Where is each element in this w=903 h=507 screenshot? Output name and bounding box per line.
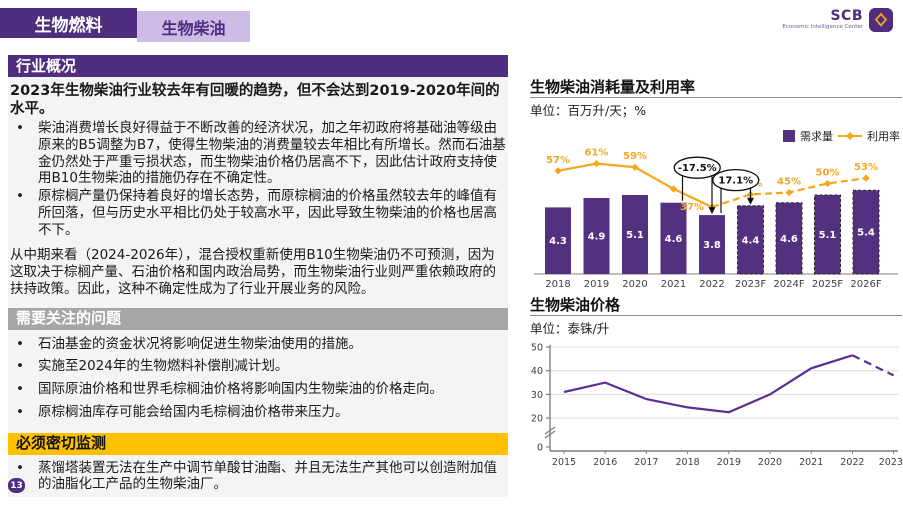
svg-text:4.9: 4.9	[588, 232, 606, 243]
chart2-title: 生物柴油价格	[530, 296, 902, 316]
svg-text:4.6: 4.6	[780, 234, 798, 245]
left-panel: 行业概况 2023年生物柴油行业较去年有回暖的趋势，但不会达到2019-2020…	[8, 55, 508, 497]
chart1-unit-label: 单位：百万升/天；%	[530, 103, 647, 118]
scb-subtitle-label: Economic Intelligence Center	[782, 24, 863, 31]
charts-panel: 生物柴油消耗量及利用率 单位：百万升/天；% 需求量 利用率 4.3 2018 4.…	[530, 78, 902, 475]
svg-text:2021: 2021	[661, 279, 686, 290]
svg-text:40: 40	[531, 366, 543, 377]
bullet-item: 原棕榈油库存可能会给国内毛棕榈油价格带来压力。	[8, 404, 508, 421]
page-number-badge: 13	[8, 478, 25, 493]
section-header-monitor-closely: 必须密切监测	[8, 432, 508, 455]
svg-text:2024F: 2024F	[773, 279, 804, 290]
demand-legend-swatch	[783, 130, 795, 142]
price-chart-block: 生物柴油价格 单位：泰铢/升 0 20 30 40 50 2015 2016 2017 2018…	[530, 296, 902, 475]
biodiesel-price-chart: 0 20 30 40 50 2015 2016 2017 2018 2019 2020 2021 202…	[531, 343, 902, 469]
svg-text:2022: 2022	[840, 457, 864, 468]
bullet-item: 柴油消费增长良好得益于不断改善的经济状况，加之年初政府将基础油等级由原来的B5调…	[8, 120, 508, 187]
utilization-legend-marker	[838, 132, 862, 140]
svg-text:2017: 2017	[634, 457, 658, 468]
svg-text:3.8: 3.8	[703, 240, 721, 251]
bullet-item: 原棕榈产量仍保持着良好的增长态势，而原棕榈油的价格虽然较去年的峰值有所回落，但与…	[8, 188, 508, 238]
svg-text:2020: 2020	[622, 279, 647, 290]
svg-text:2019: 2019	[584, 279, 609, 290]
svg-text:50: 50	[531, 343, 543, 354]
svg-text:2020: 2020	[758, 457, 782, 468]
chart1-legend: 需求量 利用率	[783, 128, 900, 144]
svg-text:2023F: 2023F	[879, 457, 902, 468]
svg-text:20: 20	[531, 414, 543, 425]
overview-lead: 2023年生物柴油行业较去年有回暖的趋势，但不会达到2019-2020年间的水平…	[10, 83, 500, 118]
chart1-title: 生物柴油消耗量及利用率	[530, 78, 902, 98]
scb-logo-icon	[869, 8, 893, 32]
chart2-unit-label: 单位：泰铢/升	[530, 321, 610, 336]
svg-text:30: 30	[531, 390, 543, 401]
svg-text:2018: 2018	[545, 279, 570, 290]
svg-text:2019: 2019	[717, 457, 741, 468]
svg-text:2026F: 2026F	[850, 279, 881, 290]
overview-bullet-list: 柴油消费增长良好得益于不断改善的经济状况，加之年初政府将基础油等级由原来的B5调…	[8, 120, 508, 238]
svg-text:2025F: 2025F	[812, 279, 843, 290]
section-header-industry-overview: 行业概况	[8, 55, 508, 77]
svg-text:2023F: 2023F	[735, 279, 766, 290]
svg-text:0: 0	[537, 443, 543, 454]
watch-bullet-list: 石油基金的资金状况将影响促进生物柴油使用的措施。 实施至2024年的生物燃料补偿…	[8, 336, 508, 421]
svg-text:4.3: 4.3	[549, 236, 567, 247]
utilization-legend-label: 利用率	[867, 130, 900, 143]
svg-text:57%: 57%	[546, 155, 570, 166]
monitor-bullet-list: 蒸馏塔装置无法在生产中调节单酸甘油酯、并且无法生产其他可以创造附加值的油脂化工产…	[8, 460, 508, 493]
tab-biofuel[interactable]: 生物燃料	[0, 8, 137, 38]
svg-text:2018: 2018	[676, 457, 700, 468]
svg-text:5.4: 5.4	[857, 228, 875, 239]
svg-text:50%: 50%	[816, 168, 840, 179]
svg-text:4.6: 4.6	[665, 234, 683, 245]
svg-text:5.1: 5.1	[819, 230, 837, 241]
svg-text:53%: 53%	[854, 162, 878, 173]
svg-text:-17.5%: -17.5%	[678, 163, 717, 174]
svg-text:17.1%: 17.1%	[718, 176, 753, 187]
section-header-watch-issues: 需要关注的问题	[8, 307, 508, 330]
scb-logo-text: SCB Economic Intelligence Center	[782, 9, 863, 31]
demand-legend-label: 需求量	[800, 130, 833, 143]
svg-text:2016: 2016	[593, 457, 617, 468]
bullet-item: 蒸馏塔装置无法在生产中调节单酸甘油酯、并且无法生产其他可以创造附加值的油脂化工产…	[8, 460, 508, 493]
bullet-item: 实施至2024年的生物燃料补偿削减计划。	[8, 358, 508, 375]
svg-text:59%: 59%	[623, 151, 647, 162]
svg-text:2022: 2022	[699, 279, 724, 290]
consumption-utilization-chart: 4.3 2018 4.9 2019 5.1 2020 4.6 2021 3.8 2022 4.4 20…	[534, 148, 898, 290]
scb-logo: SCB Economic Intelligence Center	[782, 8, 893, 32]
svg-text:2021: 2021	[799, 457, 823, 468]
svg-text:61%: 61%	[585, 148, 609, 159]
svg-text:45%: 45%	[777, 177, 801, 188]
svg-text:5.1: 5.1	[626, 230, 644, 241]
svg-text:4.4: 4.4	[742, 235, 760, 246]
tab-biodiesel[interactable]: 生物柴油	[137, 11, 250, 42]
bullet-item: 石油基金的资金状况将影响促进生物柴油使用的措施。	[8, 336, 508, 353]
svg-text:2015: 2015	[552, 457, 576, 468]
overview-paragraph: 从中期来看（2024-2026年），混合授权重新使用B10生物柴油仍不可预测，因…	[10, 247, 496, 297]
scb-brand-label: SCB	[830, 8, 863, 25]
svg-text:37%: 37%	[680, 202, 704, 213]
bullet-item: 国际原油价格和世界毛棕榈油价格将影响国内生物柴油的价格走向。	[8, 381, 508, 398]
